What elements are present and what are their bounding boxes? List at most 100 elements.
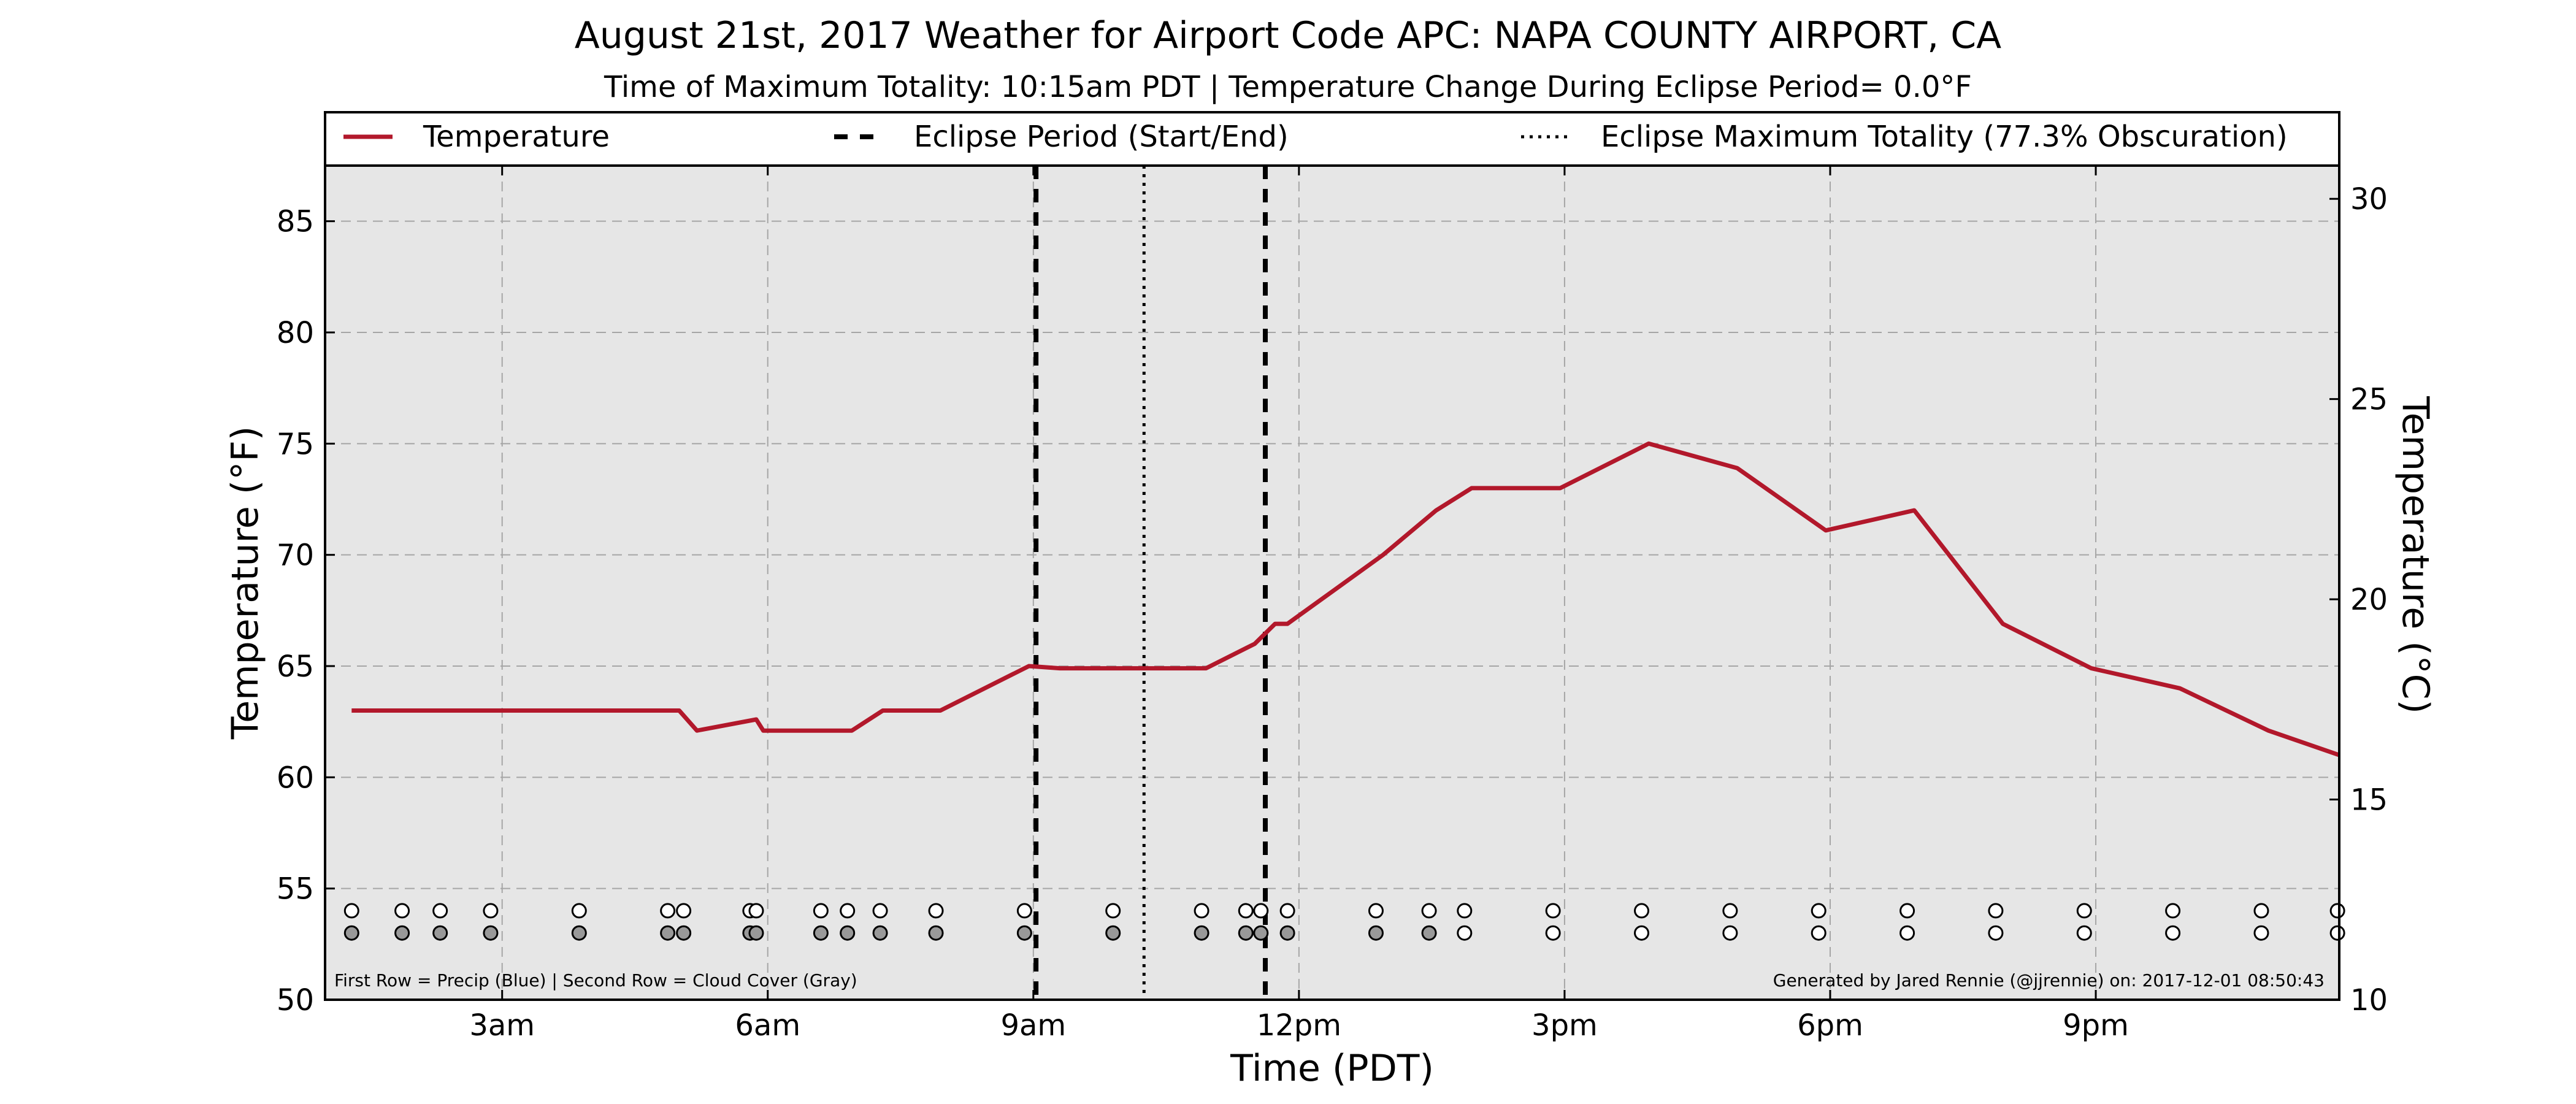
precip-marker bbox=[872, 903, 888, 919]
y-tick-label-right: 10 bbox=[2350, 983, 2388, 1018]
cloud-cover-marker bbox=[343, 925, 359, 941]
y-tick-label-left: 75 bbox=[277, 427, 314, 461]
grid-lines bbox=[325, 166, 2339, 1000]
cloud-cover-marker bbox=[1016, 925, 1032, 941]
y-tick-label-right: 15 bbox=[2350, 783, 2388, 818]
cloud-cover-marker bbox=[483, 925, 499, 941]
precip-marker bbox=[343, 903, 359, 919]
cloud-cover-marker bbox=[928, 925, 944, 941]
precip-marker bbox=[1194, 903, 1209, 919]
y-tick-label-left: 80 bbox=[277, 316, 314, 350]
cloud-cover-marker bbox=[1722, 925, 1738, 941]
y-tick-label-right: 30 bbox=[2350, 182, 2388, 217]
precip-marker bbox=[1253, 903, 1269, 919]
x-tick-label: 12pm bbox=[1257, 1008, 1341, 1043]
x-tick-label: 9am bbox=[1000, 1008, 1066, 1043]
legend-label-eclipse-period: Eclipse Period (Start/End) bbox=[914, 120, 1289, 154]
precip-marker bbox=[1105, 903, 1121, 919]
precip-marker bbox=[2329, 903, 2345, 919]
legend-label-temperature: Temperature bbox=[423, 120, 610, 154]
precip-marker bbox=[1988, 903, 2004, 919]
cloud-cover-marker bbox=[432, 925, 448, 941]
cloud-cover-marker bbox=[1899, 925, 1915, 941]
cloud-cover-marker bbox=[1238, 925, 1254, 941]
cloud-cover-marker bbox=[1545, 925, 1561, 941]
precip-marker bbox=[1634, 903, 1650, 919]
precip-marker bbox=[1421, 903, 1437, 919]
precip-marker bbox=[1457, 903, 1473, 919]
precip-marker bbox=[2165, 903, 2181, 919]
observation-markers bbox=[343, 903, 2345, 941]
precip-marker bbox=[840, 903, 856, 919]
cloud-cover-marker bbox=[1253, 925, 1269, 941]
cloud-cover-marker bbox=[1811, 925, 1827, 941]
cloud-cover-marker bbox=[1421, 925, 1437, 941]
x-axis-label: Time (PDT) bbox=[1230, 1047, 1434, 1090]
annotation-left: First Row = Precip (Blue) | Second Row =… bbox=[334, 970, 857, 991]
series-layer bbox=[351, 441, 2340, 757]
x-tick-label: 3am bbox=[469, 1008, 535, 1043]
precip-marker bbox=[676, 903, 692, 919]
cloud-cover-marker bbox=[813, 925, 829, 941]
legend-label-eclipse-max: Eclipse Maximum Totality (77.3% Obscurat… bbox=[1601, 120, 2288, 154]
cloud-cover-marker bbox=[1634, 925, 1650, 941]
x-tick-label: 9pm bbox=[2063, 1008, 2129, 1043]
precip-marker bbox=[1722, 903, 1738, 919]
cloud-cover-marker bbox=[2076, 925, 2092, 941]
y-tick-label-left: 70 bbox=[277, 539, 314, 573]
precip-marker bbox=[1016, 903, 1032, 919]
cloud-cover-marker bbox=[1194, 925, 1209, 941]
legend-box bbox=[324, 111, 2340, 167]
y-axis-label-right: Temperature (°C) bbox=[2394, 396, 2437, 714]
precip-marker bbox=[2076, 903, 2092, 919]
chart-subtitle: Time of Maximum Totality: 10:15am PDT | … bbox=[604, 70, 1972, 104]
y-tick-label-right: 25 bbox=[2350, 383, 2388, 417]
precip-marker bbox=[660, 903, 676, 919]
precip-marker bbox=[2253, 903, 2269, 919]
y-tick-label-left: 85 bbox=[277, 205, 314, 239]
precip-marker bbox=[394, 903, 410, 919]
precip-marker bbox=[928, 903, 944, 919]
x-tick-label: 6am bbox=[735, 1008, 800, 1043]
precip-marker bbox=[483, 903, 499, 919]
x-tick-label: 6pm bbox=[1797, 1008, 1863, 1043]
plot-area bbox=[325, 166, 2339, 1000]
precip-marker bbox=[1545, 903, 1561, 919]
cloud-cover-marker bbox=[660, 925, 676, 941]
cloud-cover-marker bbox=[748, 925, 764, 941]
cloud-cover-marker bbox=[2329, 925, 2345, 941]
y-tick-label-right: 20 bbox=[2350, 583, 2388, 617]
precip-marker bbox=[1368, 903, 1384, 919]
precip-marker bbox=[571, 903, 587, 919]
precip-marker bbox=[813, 903, 829, 919]
cloud-cover-marker bbox=[2165, 925, 2181, 941]
cloud-cover-marker bbox=[1368, 925, 1384, 941]
precip-marker bbox=[748, 903, 764, 919]
eclipse-markers bbox=[1033, 166, 1268, 1000]
y-axis-label-left: Temperature (°F) bbox=[224, 426, 267, 740]
annotation-right: Generated by Jared Rennie (@jjrennie) on… bbox=[1773, 970, 2325, 991]
x-tick-label: 3pm bbox=[1531, 1008, 1598, 1043]
legend: Temperature Eclipse Period (Start/End) E… bbox=[324, 111, 2340, 167]
precip-marker bbox=[432, 903, 448, 919]
chart-title: August 21st, 2017 Weather for Airport Co… bbox=[575, 14, 2001, 57]
temperature-line bbox=[351, 441, 2340, 757]
cloud-cover-marker bbox=[394, 925, 410, 941]
y-tick-label-left: 50 bbox=[277, 983, 314, 1018]
cloud-cover-marker bbox=[571, 925, 587, 941]
y-tick-label-left: 55 bbox=[277, 872, 314, 907]
precip-marker bbox=[1899, 903, 1915, 919]
cloud-cover-marker bbox=[872, 925, 888, 941]
cloud-cover-marker bbox=[1279, 925, 1295, 941]
cloud-cover-marker bbox=[1988, 925, 2004, 941]
cloud-cover-marker bbox=[1105, 925, 1121, 941]
precip-marker bbox=[1279, 903, 1295, 919]
cloud-cover-marker bbox=[1457, 925, 1473, 941]
y-tick-label-left: 65 bbox=[277, 650, 314, 684]
plot-frame bbox=[324, 164, 2340, 1001]
cloud-cover-marker bbox=[2253, 925, 2269, 941]
precip-marker bbox=[1238, 903, 1254, 919]
y-tick-label-left: 60 bbox=[277, 761, 314, 795]
axis-ticks: 3am 6am 9am 12pm 3pm 6pm 9pm 50 55 60 65 70 75 80 85 10… bbox=[277, 166, 2388, 1043]
